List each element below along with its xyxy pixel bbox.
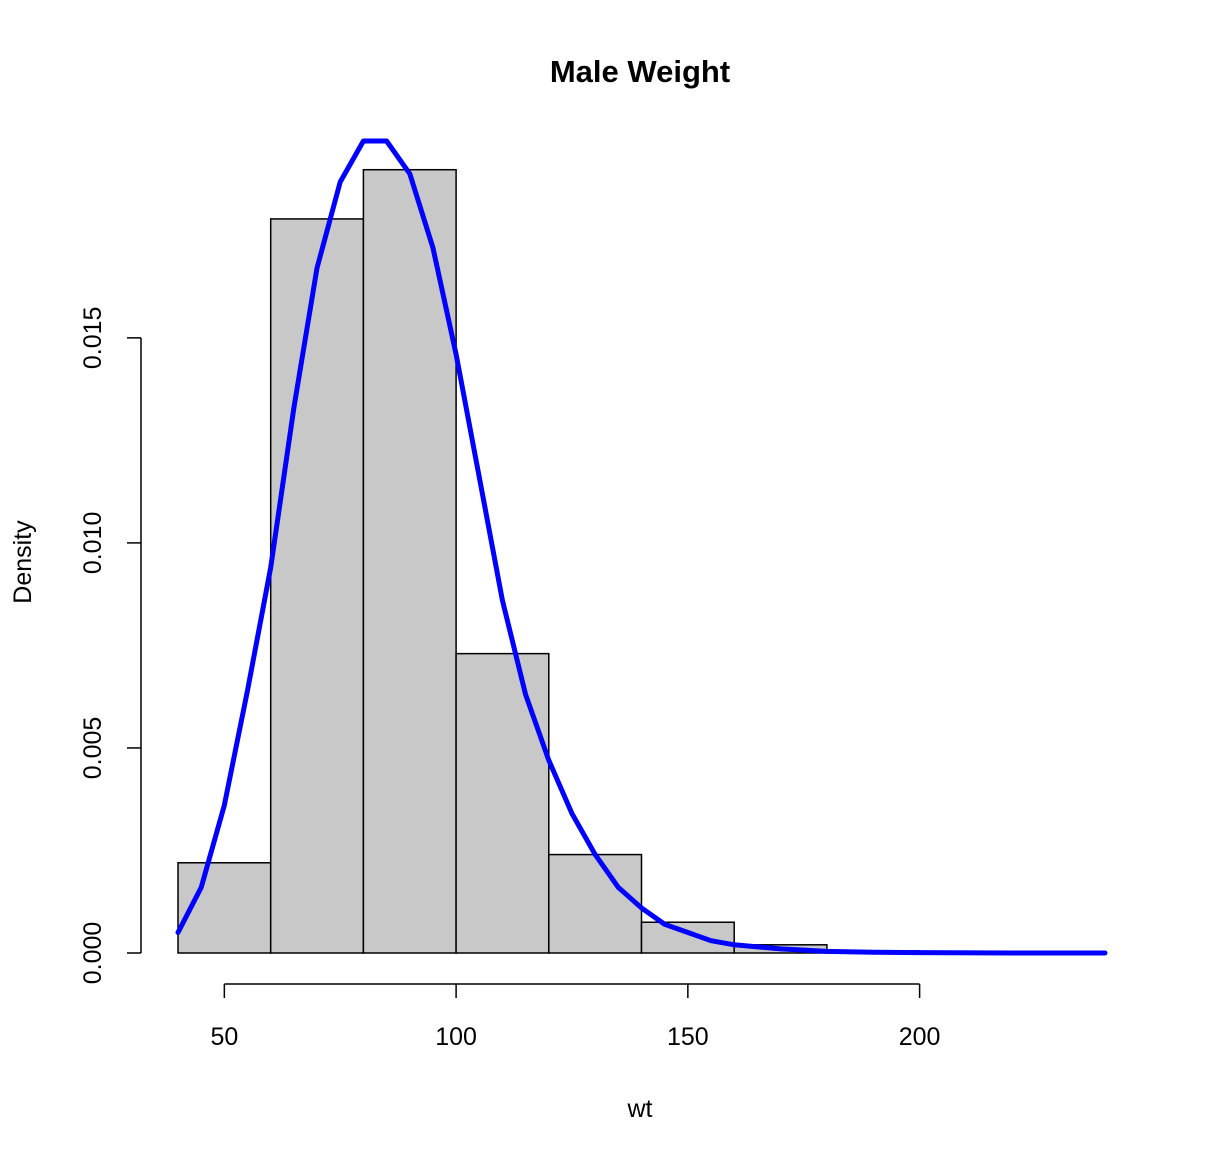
histogram-bar xyxy=(362,168,457,954)
histogram-bar xyxy=(269,218,365,954)
histogram-bar xyxy=(548,853,643,954)
histogram-bars xyxy=(177,168,921,954)
y-tick-label: 0.000 xyxy=(79,922,107,985)
x-tick-label: 200 xyxy=(899,1023,941,1051)
y-tick-label: 0.005 xyxy=(79,717,107,780)
x-axis-label: wt xyxy=(627,1095,653,1123)
histogram-bar xyxy=(640,921,735,954)
y-tick-label: 0.015 xyxy=(79,307,107,370)
x-axis: 50 100 150 200 xyxy=(210,983,941,1051)
histogram-bar xyxy=(455,652,550,954)
chart-title: Male Weight xyxy=(550,54,730,89)
x-tick-label: 150 xyxy=(667,1023,709,1051)
y-axis: 0.000 0.005 0.010 0.015 xyxy=(79,307,142,985)
y-tick-label: 0.010 xyxy=(79,512,107,575)
x-tick-label: 100 xyxy=(435,1023,477,1051)
density-curve xyxy=(175,138,1108,956)
density-curve-layer xyxy=(175,138,1108,956)
y-axis-label: Density xyxy=(9,520,37,604)
x-tick-label: 50 xyxy=(210,1023,238,1051)
